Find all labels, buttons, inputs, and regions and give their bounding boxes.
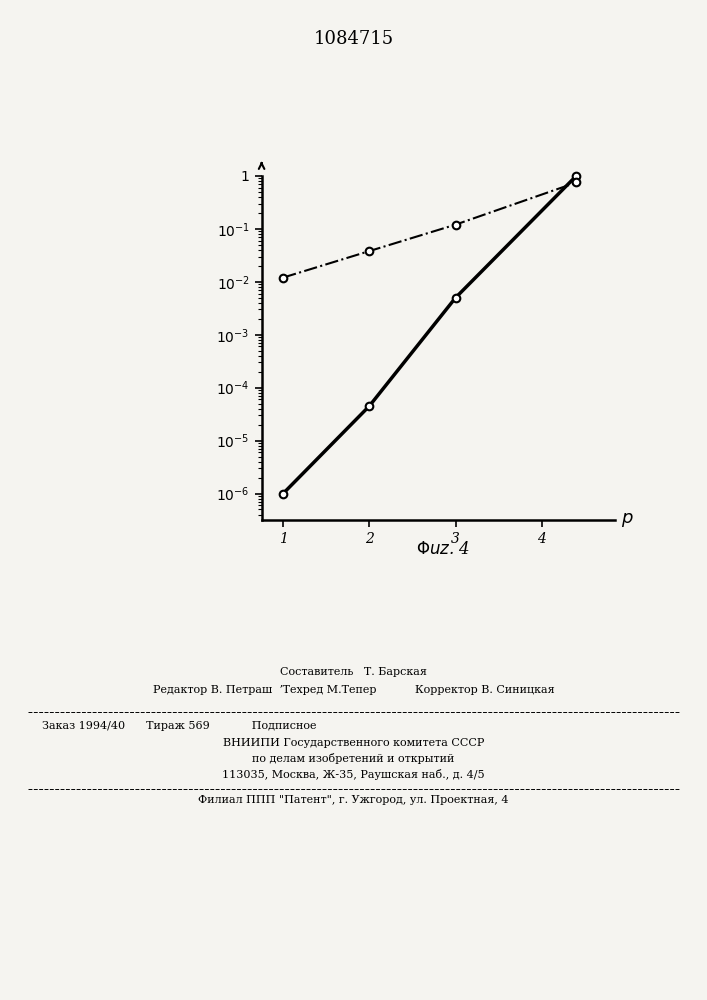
Text: ВНИИПИ Государственного комитета СССР: ВНИИПИ Государственного комитета СССР [223, 738, 484, 748]
Text: Редактор В. Петраш  ʼТехред М.Тепер           Корректор В. Синицкая: Редактор В. Петраш ʼТехред М.Тепер Корре… [153, 685, 554, 695]
Text: $\it{р}$: $\it{р}$ [621, 511, 633, 529]
Text: Филиал ППП "Патент", г. Ужгород, ул. Проектная, 4: Филиал ППП "Патент", г. Ужгород, ул. Про… [198, 795, 509, 805]
Text: по делам изобретений и открытий: по делам изобретений и открытий [252, 753, 455, 764]
Text: Заказ 1994/40      Тираж 569            Подписное: Заказ 1994/40 Тираж 569 Подписное [42, 721, 317, 731]
Text: 113035, Москва, Ж-35, Раушская наб., д. 4/5: 113035, Москва, Ж-35, Раушская наб., д. … [222, 769, 485, 780]
Text: $\Phi$$\it{u}$$\it{z}$. 4: $\Phi$$\it{u}$$\it{z}$. 4 [416, 541, 469, 558]
Text: 1084715: 1084715 [313, 30, 394, 48]
Text: Составитель   Т. Барская: Составитель Т. Барская [280, 667, 427, 677]
